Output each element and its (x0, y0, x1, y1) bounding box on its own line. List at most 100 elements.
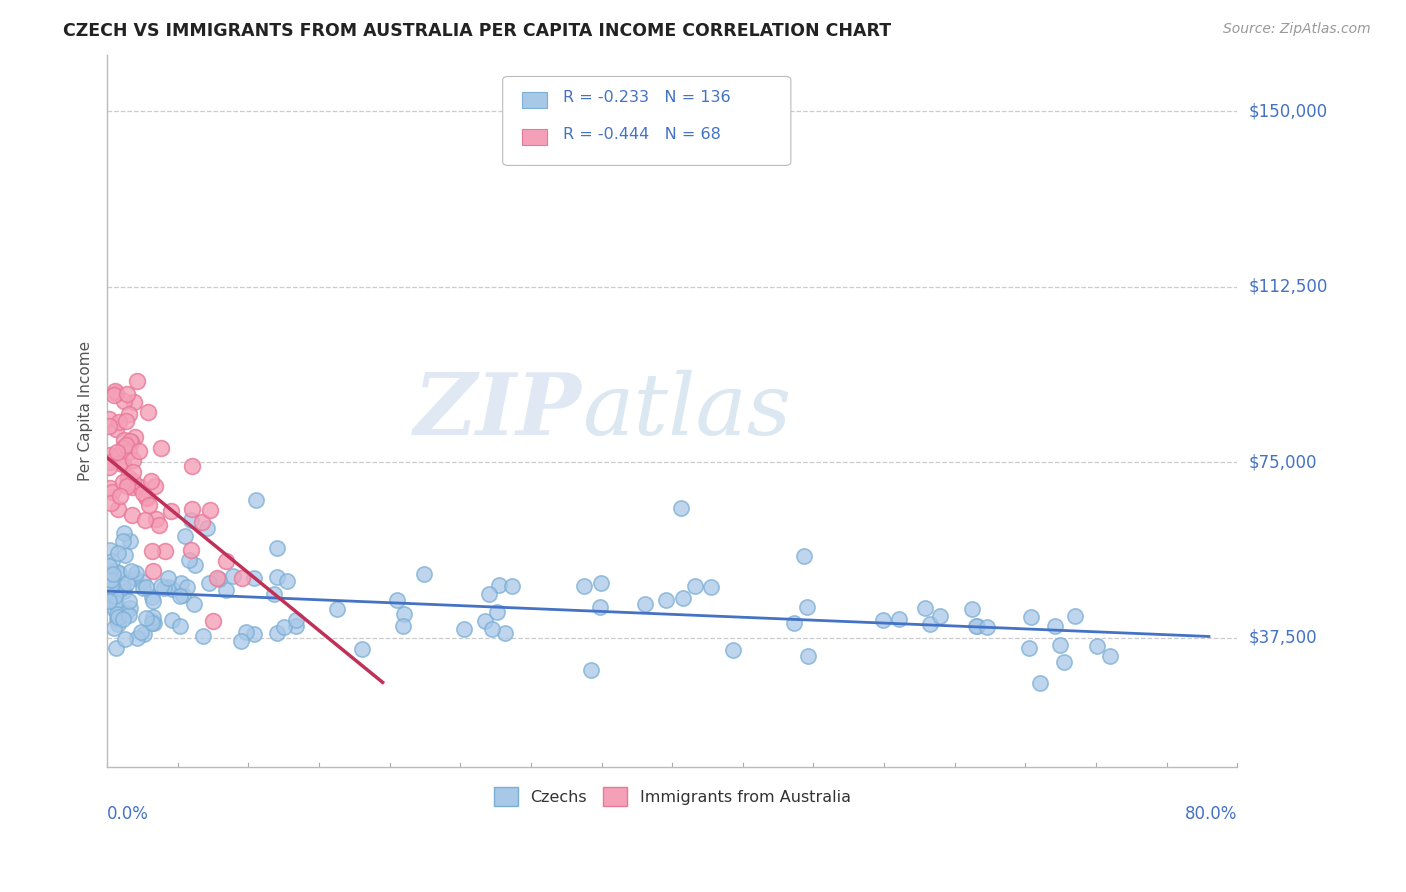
Point (1099, 648, 1122, 663)
Point (112, 393, 135, 408)
Point (352, 641, 374, 656)
Point (190, 515, 212, 529)
Point (139, 474, 162, 488)
Point (149, 579, 172, 593)
Point (229, 634, 252, 648)
Point (121, 480, 143, 494)
Point (97, 572, 120, 586)
Point (170, 576, 193, 591)
Point (263, 587, 285, 601)
Point (118, 608, 141, 623)
Point (655, 593, 678, 607)
Point (120, 534, 142, 549)
Point (1043, 619, 1066, 633)
Point (115, 414, 138, 428)
Point (128, 443, 150, 458)
Point (122, 453, 145, 467)
Point (392, 607, 415, 621)
FancyBboxPatch shape (503, 77, 790, 165)
Point (191, 629, 214, 643)
Point (100, 496, 122, 510)
Point (143, 479, 166, 493)
Point (112, 457, 135, 471)
Point (129, 624, 152, 639)
Point (793, 549, 815, 563)
Point (121, 564, 143, 578)
Point (872, 613, 894, 627)
Point (114, 632, 136, 647)
Point (138, 499, 160, 513)
Point (243, 627, 266, 641)
Point (205, 570, 228, 584)
Text: 80.0%: 80.0% (1185, 805, 1237, 823)
Point (413, 567, 436, 582)
Point (145, 511, 167, 525)
Point (579, 663, 602, 677)
Point (132, 574, 155, 589)
Point (183, 597, 205, 611)
Point (111, 580, 134, 594)
Point (107, 501, 129, 516)
Text: Source: ZipAtlas.com: Source: ZipAtlas.com (1223, 22, 1371, 37)
Point (122, 465, 145, 479)
Point (169, 619, 191, 633)
Point (215, 582, 238, 597)
Point (153, 582, 176, 596)
Point (131, 486, 153, 500)
Point (266, 541, 288, 555)
Point (148, 517, 170, 532)
Point (474, 614, 496, 628)
Point (118, 445, 141, 459)
Point (195, 521, 218, 535)
Text: $75,000: $75,000 (1249, 453, 1317, 471)
Point (132, 582, 155, 596)
Point (149, 441, 172, 455)
Point (103, 602, 125, 616)
Point (962, 601, 984, 615)
Point (124, 571, 146, 585)
Point (104, 589, 127, 603)
Point (107, 616, 129, 631)
Point (214, 554, 236, 568)
Point (98, 584, 121, 599)
Point (105, 422, 128, 436)
Point (105, 607, 128, 621)
Point (135, 580, 157, 594)
Point (180, 542, 202, 557)
Point (142, 616, 165, 631)
Point (118, 593, 141, 607)
Point (117, 475, 139, 490)
Point (276, 574, 298, 589)
Text: atlas: atlas (582, 369, 792, 452)
Text: R = -0.444   N = 68: R = -0.444 N = 68 (562, 127, 720, 142)
Point (118, 408, 141, 422)
Point (97, 411, 120, 425)
Point (107, 415, 129, 429)
Text: 0.0%: 0.0% (107, 805, 149, 823)
Point (112, 525, 135, 540)
Point (127, 374, 149, 388)
Point (142, 593, 165, 607)
Point (117, 470, 139, 484)
Point (136, 405, 159, 419)
Point (100, 564, 122, 578)
Point (157, 580, 180, 594)
Point (105, 612, 128, 626)
Point (184, 558, 207, 572)
Point (111, 475, 134, 490)
Point (128, 479, 150, 493)
Point (721, 643, 744, 657)
Point (103, 566, 125, 581)
Point (112, 584, 135, 599)
Point (105, 444, 128, 458)
Point (103, 388, 125, 402)
Point (115, 479, 138, 493)
Point (965, 619, 987, 633)
Point (97, 418, 120, 433)
Point (1049, 638, 1071, 652)
Point (273, 620, 295, 634)
Point (672, 591, 695, 606)
Point (104, 640, 127, 655)
Point (100, 554, 122, 568)
Point (156, 571, 179, 585)
